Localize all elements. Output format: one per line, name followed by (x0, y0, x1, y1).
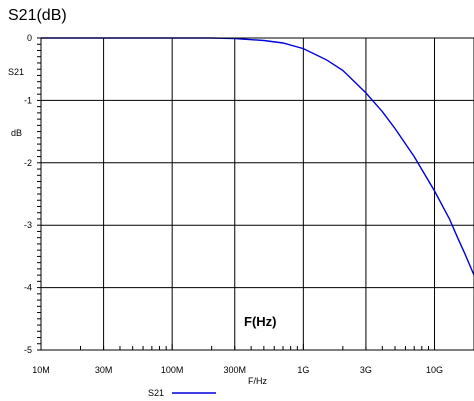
y-tick-label: -3 (24, 220, 32, 230)
plot-annotation: F(Hz) (244, 314, 277, 329)
x-axis-label: F/Hz (248, 376, 267, 386)
x-tick-label: 10M (32, 365, 50, 375)
x-tick-label: 3G (360, 365, 372, 375)
x-tick-label: 1G (297, 365, 309, 375)
series-layer (41, 37, 474, 276)
x-tick-label: 10G (426, 365, 443, 375)
y-axis-label-line-2: dB (11, 128, 22, 138)
chart-title: S21(dB) (8, 7, 67, 24)
y-tick-label: 0 (27, 33, 32, 43)
y-tick-label: -5 (24, 345, 32, 355)
x-tick-label: 300M (223, 365, 246, 375)
legend-label-s21: S21 (148, 388, 164, 398)
y-tick-label: -1 (24, 95, 32, 105)
x-tick-label: 100M (161, 365, 184, 375)
y-tick-label: -2 (24, 158, 32, 168)
y-tick-label: -4 (24, 283, 32, 293)
y-axis-label-line-1: S21 (8, 67, 24, 77)
legend: S21 (148, 388, 216, 398)
grid (41, 38, 474, 350)
ticks: 10M 30M 100M 300M 1G 3G 10G 0 -1 -2 -3 -4 -5 (24, 33, 474, 375)
series-line-s21 (41, 37, 474, 276)
x-tick-label: 30M (95, 365, 113, 375)
plot-frame (40, 37, 474, 351)
